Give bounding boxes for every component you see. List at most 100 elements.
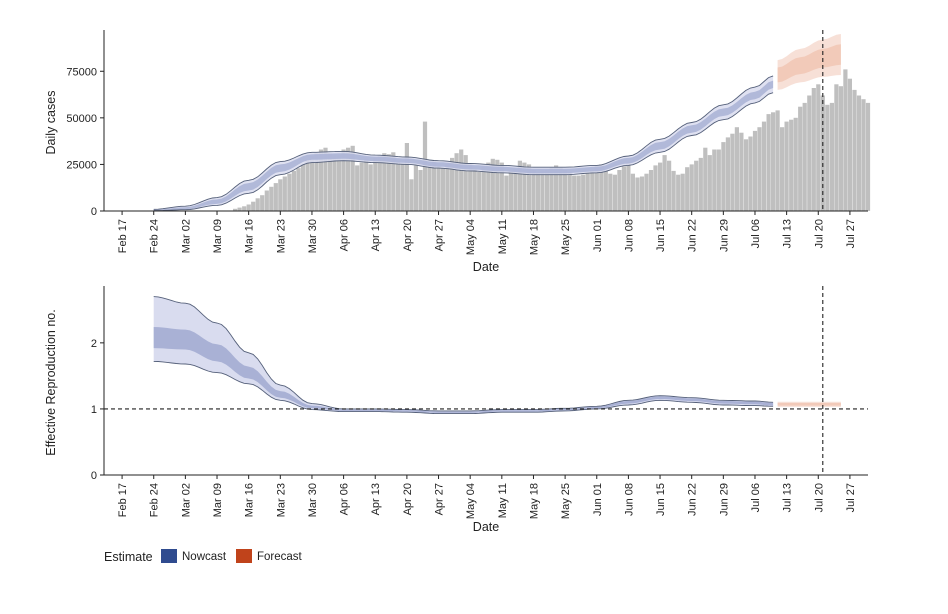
case-bar: [671, 170, 676, 211]
x-tick-label: Jul 27: [845, 483, 857, 512]
case-bar: [278, 179, 283, 211]
y-tick-label: 25000: [66, 159, 97, 171]
case-bar: [734, 127, 739, 211]
case-bar: [508, 170, 513, 211]
case-bar: [495, 159, 500, 211]
case-bar: [703, 147, 708, 211]
case-bar: [269, 186, 274, 211]
case-bar: [242, 206, 247, 211]
case-bar: [255, 198, 260, 211]
case-bar: [364, 158, 369, 211]
case-bar: [309, 156, 315, 211]
case-bar: [856, 95, 862, 211]
case-bar: [771, 112, 776, 211]
forecast-inner-band: [777, 403, 841, 406]
x-tick-label: Mar 09: [212, 483, 224, 517]
y-tick-label: 0: [91, 470, 97, 482]
x-axis-title: Date: [473, 260, 499, 274]
legend-label-forecast: Forecast: [257, 551, 303, 563]
case-bar: [526, 164, 532, 211]
case-bar: [373, 157, 378, 211]
case-bar: [391, 152, 396, 211]
case-bar: [847, 78, 852, 211]
case-bar: [445, 163, 450, 211]
y-axis-title: Effective Reproduction no.: [44, 309, 58, 455]
case-bar: [441, 168, 446, 211]
case-bar: [481, 165, 486, 211]
case-bar: [581, 174, 586, 211]
case-bar: [328, 153, 333, 211]
case-bar: [382, 153, 387, 211]
y-tick-label: 0: [91, 206, 97, 218]
y-tick-label: 1: [91, 404, 97, 416]
case-bar: [377, 155, 382, 211]
case-bar: [513, 168, 518, 211]
case-bar: [554, 165, 559, 211]
x-tick-label: Jul 06: [750, 483, 762, 512]
x-tick-label: Mar 09: [212, 219, 224, 253]
case-bar: [535, 172, 541, 211]
case-bar: [454, 153, 459, 211]
case-bar: [861, 99, 866, 211]
case-bar: [567, 172, 572, 211]
case-bar: [608, 173, 613, 211]
x-tick-label: Jun 01: [592, 483, 604, 516]
x-axis-title: Date: [473, 520, 499, 534]
case-bar: [590, 170, 595, 211]
case-bar: [332, 155, 337, 211]
y-tick-label: 2: [91, 338, 97, 350]
x-tick-label: Jul 27: [845, 219, 857, 248]
case-bar: [694, 160, 699, 211]
x-tick-label: Jul 20: [813, 219, 825, 248]
x-tick-label: Apr 27: [434, 483, 446, 515]
case-bar: [689, 164, 694, 211]
x-tick-label: Jul 13: [782, 219, 794, 248]
case-bar: [621, 166, 626, 211]
x-tick-label: Jun 22: [687, 219, 699, 252]
case-bar: [680, 173, 685, 211]
case-bar: [400, 163, 405, 211]
case-bar: [816, 84, 821, 211]
daily-cases-panel: 0 25000 50000 75000 Feb 17 Feb 24 Mar 02 Mar 09…: [44, 30, 871, 274]
case-bar: [780, 127, 785, 211]
case-bar: [558, 167, 563, 211]
case-bar: [436, 166, 441, 211]
case-bar: [549, 167, 554, 211]
case-bar: [472, 169, 477, 211]
x-tick-label: Jun 29: [718, 219, 730, 252]
case-bar: [667, 160, 672, 211]
case-bar: [517, 160, 522, 211]
x-tick-label: Jun 22: [687, 483, 699, 516]
case-bar: [237, 207, 242, 211]
case-bar: [748, 136, 753, 211]
case-bar: [337, 155, 342, 211]
case-bar: [264, 190, 269, 211]
x-tick-label: Jul 20: [813, 483, 825, 512]
case-bar: [540, 170, 545, 211]
case-bar: [350, 145, 355, 211]
case-bar: [463, 155, 468, 211]
case-bar: [617, 170, 622, 211]
case-bar: [730, 133, 735, 211]
case-bar: [477, 171, 482, 211]
nowcast-outer-band: [153, 296, 774, 414]
x-tick-label: Jul 06: [750, 219, 762, 248]
case-bar: [246, 204, 251, 211]
case-bar: [644, 173, 649, 211]
case-bar: [504, 175, 509, 211]
case-bar: [676, 174, 681, 211]
legend-label-nowcast: Nowcast: [182, 551, 227, 563]
case-bar: [522, 162, 527, 211]
case-bar: [323, 147, 328, 211]
x-tick-label: Jun 01: [592, 219, 604, 252]
nowcast-inner-band: [153, 327, 774, 413]
reproduction-number-panel: 0 1 2 Feb 17 Feb 24 Mar 02 Mar 09 Mar 16 Mar 23 M…: [44, 286, 868, 534]
x-tick-label: Jul 13: [782, 483, 794, 512]
case-bar: [639, 176, 645, 211]
case-bar: [359, 162, 364, 211]
legend-title: Estimate: [104, 550, 153, 564]
x-tick-label: May 25: [560, 219, 572, 255]
forecast-inner-band: [777, 44, 841, 83]
case-bar: [834, 84, 839, 211]
case-bar: [662, 155, 667, 211]
